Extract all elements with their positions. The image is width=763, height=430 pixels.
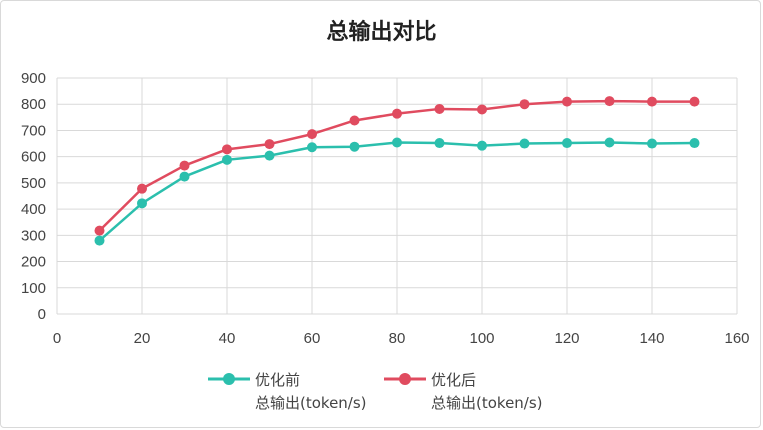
legend-marker <box>223 373 235 385</box>
data-point <box>689 138 700 149</box>
x-tick-label: 20 <box>134 330 151 347</box>
data-point <box>264 150 275 161</box>
data-point <box>222 154 232 165</box>
x-tick-label: 80 <box>389 330 406 347</box>
data-point <box>647 138 657 149</box>
y-tick-label: 0 <box>38 306 46 323</box>
y-tick-label: 400 <box>21 201 46 218</box>
legend-label: 总输出(token/s) <box>431 394 543 412</box>
data-point <box>562 96 572 107</box>
data-point <box>307 129 317 140</box>
data-point <box>604 96 615 107</box>
x-tick-label: 120 <box>554 330 579 347</box>
data-point <box>434 103 445 114</box>
data-point <box>94 225 105 236</box>
x-tick-label: 60 <box>304 330 321 347</box>
data-point <box>477 104 487 115</box>
data-point <box>137 198 147 209</box>
data-point <box>222 144 232 155</box>
data-point <box>179 171 190 182</box>
legend-marker <box>399 373 411 385</box>
data-point <box>562 138 572 149</box>
y-tick-label: 600 <box>21 149 46 166</box>
data-point <box>392 108 402 119</box>
y-tick-label: 300 <box>21 227 46 244</box>
data-point <box>264 139 275 150</box>
data-point <box>137 183 147 194</box>
x-tick-label: 100 <box>469 330 494 347</box>
x-tick-label: 140 <box>639 330 664 347</box>
x-tick-label: 160 <box>724 330 749 347</box>
y-tick-label: 800 <box>21 96 46 113</box>
data-point <box>307 142 317 153</box>
y-tick-label: 700 <box>21 122 46 139</box>
data-point <box>349 141 360 152</box>
legend-label: 优化后 <box>431 371 476 389</box>
x-tick-label: 40 <box>219 330 236 347</box>
legend-label: 总输出(token/s) <box>255 394 367 412</box>
legend-label: 优化前 <box>255 371 300 389</box>
data-point <box>392 137 402 148</box>
data-point <box>604 137 615 148</box>
y-tick-label: 100 <box>21 280 46 297</box>
data-point <box>94 235 105 246</box>
y-tick-label: 900 <box>21 70 46 87</box>
data-point <box>519 138 530 149</box>
y-tick-label: 200 <box>21 254 46 271</box>
data-point <box>434 138 445 149</box>
y-tick-label: 500 <box>21 175 46 192</box>
data-point <box>647 96 657 107</box>
x-tick-label: 0 <box>53 330 61 347</box>
data-point <box>689 96 700 107</box>
chart-title: 总输出对比 <box>326 20 437 45</box>
data-point <box>179 160 190 171</box>
data-point <box>349 115 360 126</box>
data-point <box>519 99 530 110</box>
data-point <box>477 140 487 151</box>
